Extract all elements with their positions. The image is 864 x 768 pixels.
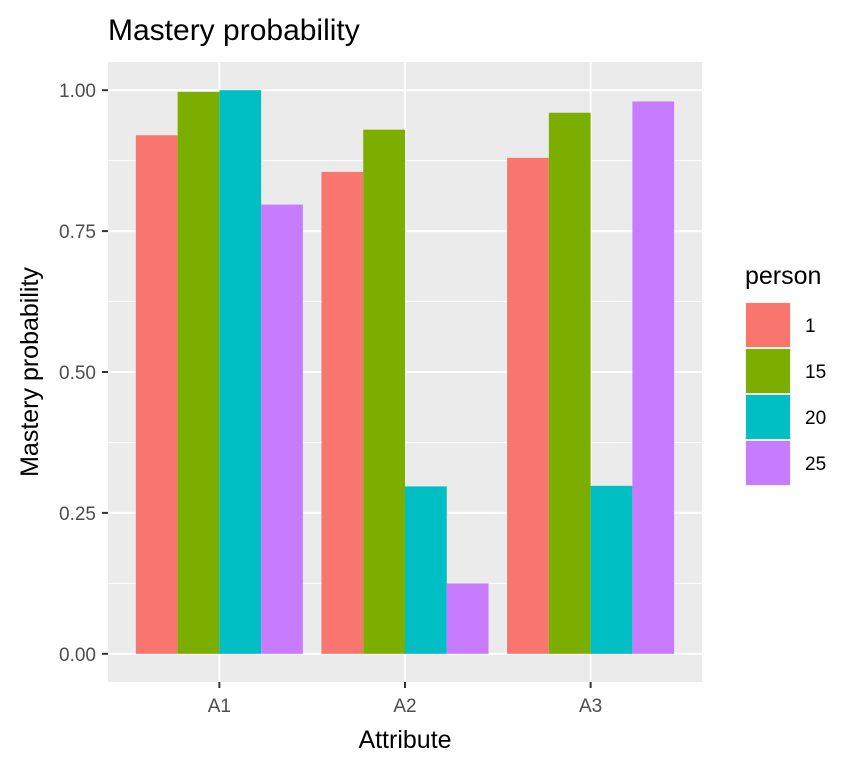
bar-A3-person-15 bbox=[548, 112, 591, 654]
legend-swatch-20 bbox=[746, 395, 790, 439]
y-axis-title: Mastery probability bbox=[16, 267, 44, 477]
bar-A2-person-25 bbox=[446, 583, 489, 654]
x-tick-label: A2 bbox=[393, 696, 416, 717]
legend-label: 15 bbox=[805, 362, 826, 383]
y-tick-label: 0.00 bbox=[59, 645, 96, 666]
y-tick-label: 0.75 bbox=[59, 222, 96, 243]
legend-title: person bbox=[745, 262, 821, 290]
x-tick-label: A1 bbox=[208, 696, 231, 717]
legend-swatch-15 bbox=[746, 349, 790, 393]
legend: person 1 15 20 25 bbox=[745, 262, 826, 486]
legend-swatch-1 bbox=[746, 303, 790, 347]
bar-A2-person-20 bbox=[405, 486, 447, 654]
bar-A1-person-20 bbox=[219, 90, 262, 654]
bar-A2-person-1 bbox=[321, 171, 364, 654]
x-axis-title: Attribute bbox=[358, 726, 451, 754]
legend-label: 1 bbox=[805, 316, 816, 337]
bar-A1-person-1 bbox=[135, 135, 178, 654]
bar-A3-person-1 bbox=[507, 157, 549, 654]
bar-A3-person-20 bbox=[590, 485, 633, 654]
y-tick-label: 0.25 bbox=[59, 504, 96, 525]
chart-title: Mastery probability bbox=[108, 14, 360, 47]
y-axis: 0.00 0.25 0.50 0.75 1.00 bbox=[59, 81, 108, 666]
bars bbox=[135, 90, 675, 654]
bar-A3-person-25 bbox=[632, 101, 675, 654]
bar-A2-person-15 bbox=[363, 129, 405, 654]
legend-label: 20 bbox=[805, 408, 826, 429]
legend-swatch-25 bbox=[746, 441, 790, 485]
y-tick-label: 1.00 bbox=[59, 81, 96, 102]
x-tick-label: A3 bbox=[579, 696, 602, 717]
x-axis: A1 A2 A3 bbox=[208, 682, 602, 717]
y-tick-label: 0.50 bbox=[59, 363, 96, 384]
legend-label: 25 bbox=[805, 454, 826, 475]
bar-A1-person-25 bbox=[261, 204, 303, 654]
bar-A1-person-15 bbox=[177, 91, 220, 654]
